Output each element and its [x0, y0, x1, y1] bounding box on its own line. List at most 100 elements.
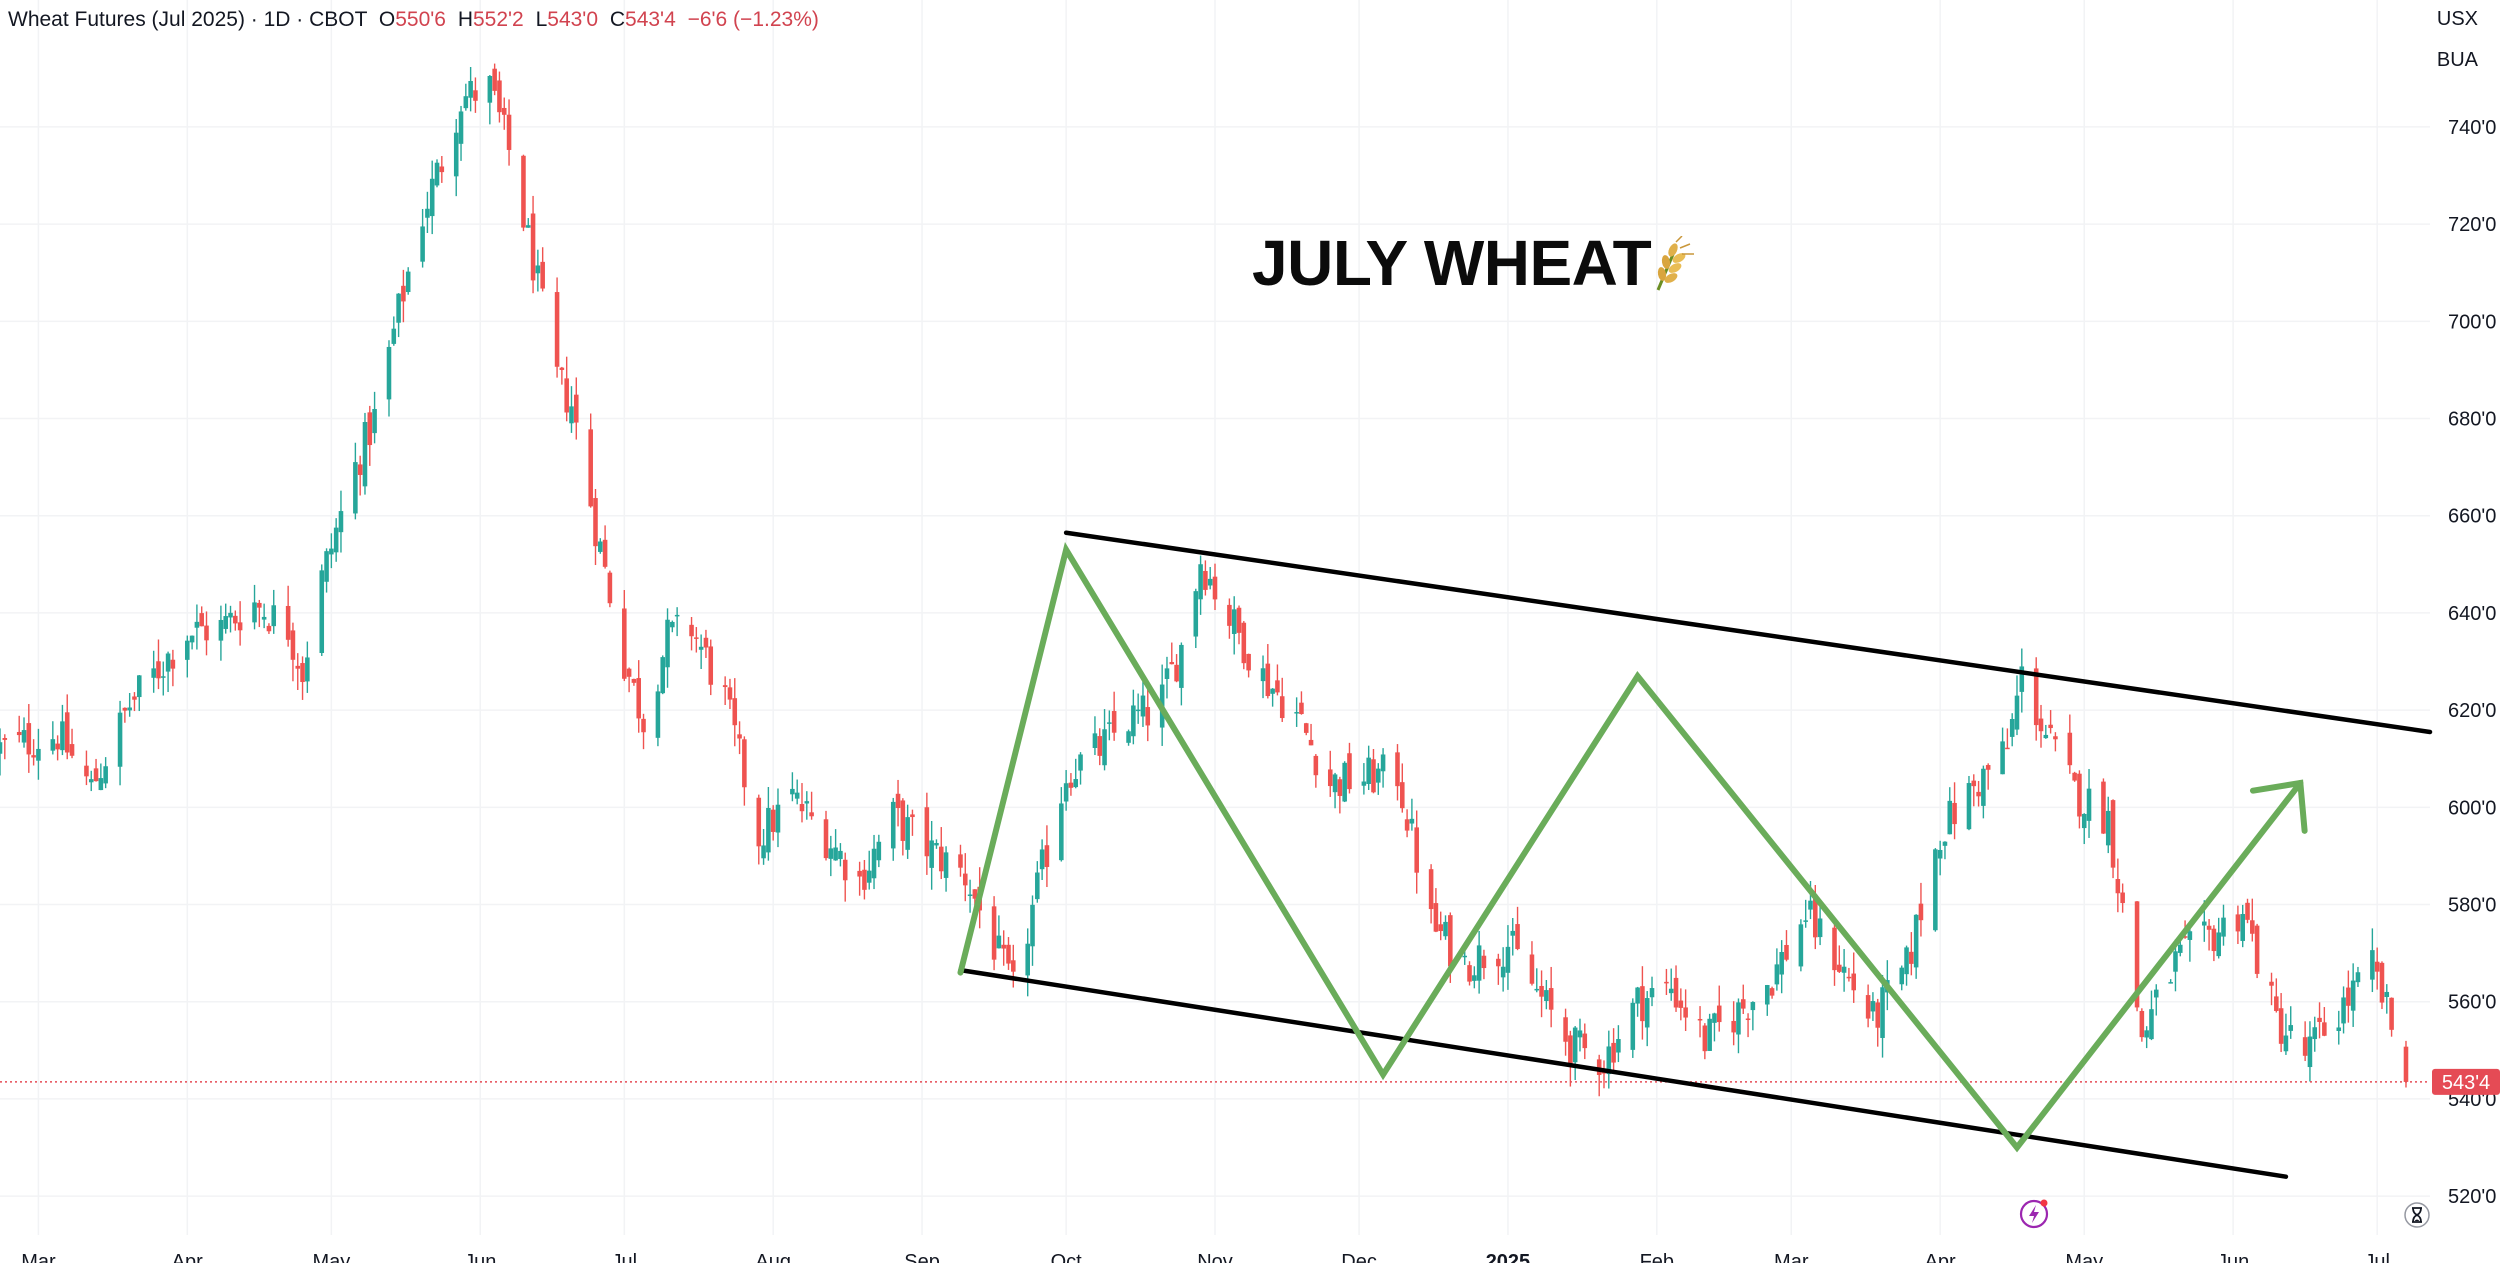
high-label: H [457, 8, 473, 31]
candle-body [1361, 781, 1367, 786]
candle-body [631, 678, 637, 683]
candle-body [127, 707, 132, 711]
drawing-layer[interactable] [957, 530, 2433, 1179]
candle-body [842, 859, 848, 881]
candle-body [2048, 724, 2053, 729]
open-label: O [378, 8, 396, 31]
candle-body [1044, 845, 1050, 867]
candle-body [1673, 977, 1679, 1008]
candle-body [252, 602, 257, 623]
candle-body [2077, 773, 2082, 817]
candle-body [1539, 985, 1544, 997]
candle-body [535, 265, 541, 274]
symbol-legend[interactable]: Wheat Futures (Jul 2025) · 1D · CBOT O55… [8, 8, 819, 32]
candle-body [1347, 753, 1352, 790]
candle-body [2067, 732, 2073, 766]
candle-body [2115, 879, 2121, 894]
unit-bua[interactable]: BUA [2436, 49, 2478, 71]
unit-usx[interactable]: USX [2436, 8, 2478, 30]
candle-body [1371, 759, 1376, 793]
candle-body [2403, 1046, 2409, 1082]
candle-body [1712, 1013, 1717, 1023]
candle-body [1683, 1007, 1688, 1018]
candle-body [2134, 901, 2140, 1008]
candle-body [2, 738, 8, 740]
candle-body [1135, 709, 1141, 712]
time-tick-label: Jun [2217, 1251, 2249, 1263]
candle-body [2235, 914, 2241, 932]
candle-body [338, 511, 344, 533]
candle-body [1640, 986, 1645, 1022]
candle-body [934, 843, 939, 846]
candle-body [1207, 578, 1213, 586]
candle-body [1198, 564, 1203, 600]
candle-body [88, 779, 94, 783]
candle-body [2302, 1037, 2308, 1056]
candle-body [1918, 903, 1924, 921]
candle-body [794, 792, 800, 799]
candle-body [910, 814, 915, 818]
candle-body [2000, 741, 2005, 775]
candle-body [1006, 944, 1011, 964]
candle-body [1332, 774, 1338, 793]
candle-body [1933, 849, 1938, 931]
time-tick-label: Jul [2364, 1251, 2390, 1263]
candle-body [823, 819, 829, 859]
candle-body [876, 841, 882, 861]
candle-body [2149, 1009, 2154, 1040]
candle-body [453, 132, 459, 177]
candle-body [1808, 900, 1813, 910]
candle-body [698, 646, 704, 650]
candle-body [1303, 723, 1309, 733]
candle-body [1750, 1002, 1756, 1011]
candle-body [194, 621, 200, 628]
time-tick-label: Jul [612, 1251, 638, 1263]
candle-body [756, 797, 762, 847]
candle-body [1308, 739, 1314, 746]
price-axis[interactable]: 520'0540'0560'0580'0600'0620'0640'0660'0… [2432, 117, 2500, 1208]
candle-body [357, 464, 363, 475]
candle-body [1904, 947, 1909, 975]
candle-body [1039, 849, 1045, 870]
candle-body [1976, 791, 1981, 797]
candle-body [1913, 914, 1919, 968]
candle-body [2072, 772, 2077, 781]
candle-body [497, 80, 502, 113]
candle-body [300, 663, 305, 683]
candle-body [122, 707, 128, 711]
candle-body [2177, 944, 2183, 953]
candle-body [271, 605, 277, 627]
candle-body [1342, 762, 1347, 802]
lightning-bolt-icon[interactable] [2018, 1198, 2050, 1230]
channel-upper-line [1063, 530, 2433, 735]
hourglass-icon[interactable] [2404, 1202, 2430, 1228]
candle-body [468, 80, 473, 98]
candle-body [1097, 736, 1103, 756]
candle-body [1544, 990, 1549, 1001]
price-tick-label: 700'0 [2448, 311, 2496, 333]
candle-body [117, 712, 123, 767]
candle-body [1668, 988, 1674, 994]
candle-body [2221, 917, 2226, 937]
candle-body [598, 541, 603, 552]
candle-body [463, 96, 469, 109]
time-axis[interactable]: Mar Apr May Jun Jul Aug Sep Oct Nov Dec 2025 Feb Mar… [21, 1251, 2390, 1263]
candle-body [1606, 1046, 1612, 1075]
candle-body [569, 406, 574, 424]
candle-body [50, 739, 56, 751]
candle-body [809, 812, 814, 817]
candle-body [84, 765, 89, 777]
candle-body [1505, 946, 1511, 973]
candle-body [1246, 653, 1251, 671]
candle-body [2009, 719, 2015, 737]
candle-body [1299, 702, 1304, 715]
candle-body [2240, 914, 2245, 941]
candle-body [2336, 1027, 2342, 1031]
candle-body [55, 743, 60, 750]
candle-body [290, 630, 296, 660]
candle-body [1745, 1018, 1751, 1021]
candle-body [1414, 827, 1419, 873]
price-tick-label: 660'0 [2448, 506, 2496, 528]
candle-body [2211, 928, 2217, 952]
